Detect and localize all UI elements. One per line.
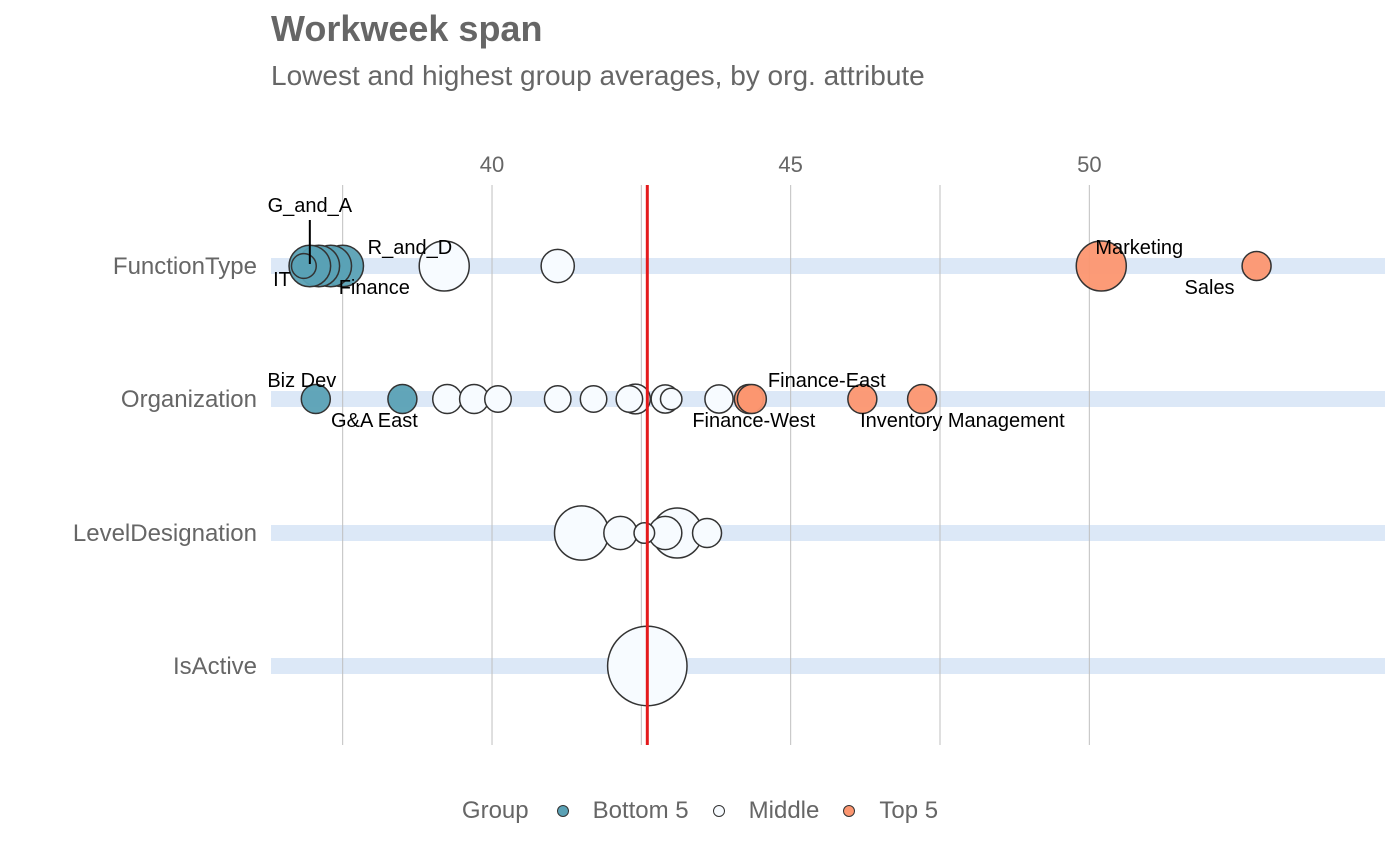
category-label: Organization <box>121 386 257 413</box>
data-point <box>603 515 638 551</box>
data-point <box>543 385 572 413</box>
legend-label-top-5: Top 5 <box>879 797 939 824</box>
legend-key-middle <box>712 805 725 817</box>
legend-item-bottom-5: Bottom 5 <box>556 797 689 825</box>
category-track <box>271 658 1385 674</box>
category-track <box>271 525 1385 541</box>
point-label: Marketing <box>1095 237 1183 259</box>
data-point <box>483 385 512 413</box>
legend-title: Group <box>461 797 529 824</box>
point-label: R_and_D <box>368 237 453 259</box>
data-point <box>1241 250 1272 282</box>
point-label: Finance-East <box>768 370 886 392</box>
data-point <box>906 383 938 415</box>
x-tick-label: 40 <box>480 152 504 177</box>
data-point <box>659 387 683 411</box>
category-label: FunctionType <box>113 253 257 280</box>
legend-key-top-5 <box>843 805 856 817</box>
point-label: Sales <box>1185 277 1235 299</box>
legend-label-middle: Middle <box>748 797 820 824</box>
data-point <box>579 385 608 413</box>
point-label: G&A East <box>331 410 418 432</box>
point-label: Finance <box>339 277 410 299</box>
dot-plot: 40 45 50 FunctionType Organization LevelDesig… <box>73 152 1385 745</box>
legend-item-top-5: Top 5 <box>843 797 938 825</box>
point-label: IT <box>273 269 291 291</box>
legend: Group Bottom 5 Middle Top 5 <box>0 797 1400 825</box>
data-point <box>290 252 318 280</box>
data-point <box>553 505 610 561</box>
point-label: Finance-West <box>692 410 815 432</box>
legend-label-bottom-5: Bottom 5 <box>592 797 689 824</box>
data-point <box>300 383 332 415</box>
data-point <box>387 383 418 415</box>
x-tick-label: 50 <box>1077 152 1101 177</box>
data-point <box>704 384 734 414</box>
point-label: G_and_A <box>268 195 353 217</box>
point-label: Inventory Management <box>860 410 1065 432</box>
chart-title: Workweek span <box>271 8 543 49</box>
data-point <box>736 383 768 415</box>
category-label: IsActive <box>173 653 257 680</box>
data-point <box>633 521 656 545</box>
data-point <box>1075 240 1128 292</box>
data-point <box>540 248 576 284</box>
point-label: Biz Dev <box>267 370 336 392</box>
data-point <box>847 383 878 415</box>
data-point <box>691 517 723 549</box>
data-point <box>431 383 463 415</box>
x-tick-label: 45 <box>778 152 802 177</box>
legend-key-bottom-5 <box>556 805 569 817</box>
legend-item-middle: Middle <box>712 797 820 825</box>
data-point <box>418 240 470 292</box>
category-label: LevelDesignation <box>73 520 257 547</box>
data-point <box>615 385 644 413</box>
chart-subtitle: Lowest and highest group averages, by or… <box>271 60 925 91</box>
